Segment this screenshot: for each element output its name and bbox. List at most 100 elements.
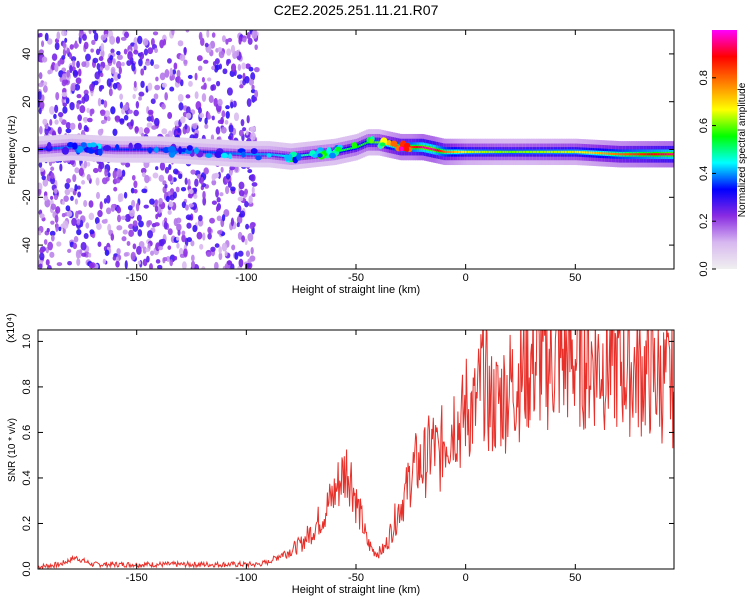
noise-mark [77,191,82,198]
noise-mark [97,128,104,136]
noise-mark [77,122,82,131]
ridge-mark [111,148,115,151]
ridge-blob [403,142,411,148]
noise-mark [92,167,99,174]
noise-mark [200,176,204,185]
noise-mark [230,217,235,227]
ridge-mark [567,150,571,153]
ridge-mark [376,141,379,144]
noise-mark [229,170,233,176]
noise-mark [194,178,199,187]
noise-mark [80,241,87,251]
noise-mark [43,81,48,86]
noise-mark [244,188,249,195]
noise-mark [239,84,244,89]
noise-mark [198,106,202,115]
noise-mark [138,96,142,101]
spectrogram-panel: -150 -100 -50 0 50 -40 -20 0 20 40 Height of str… [7,29,675,296]
noise-mark [194,91,199,100]
noise-mark [252,126,257,131]
noise-mark [97,97,102,107]
noise-mark [76,102,80,110]
noise-mark [114,115,121,121]
ridge-mark [457,150,460,153]
noise-mark [115,260,120,268]
noise-mark [246,31,251,40]
noise-mark [218,252,223,261]
colorbar-tick-label: 0.0 [698,261,710,276]
ridge-mark [490,150,494,153]
noise-mark [110,233,115,241]
noise-mark [219,192,224,197]
ridge-mark [59,146,62,150]
ridge-mark [176,149,179,152]
ridge-mark [659,153,662,156]
ridge-mark [587,151,590,154]
ridge-mark [641,153,644,156]
noise-mark [83,160,88,169]
ridge-mark [462,150,465,153]
colorbar-label: Normalized spectral amplitude [737,82,748,217]
noise-mark [150,98,156,105]
noise-mark [57,111,64,118]
ridge-mark [373,141,376,144]
noise-mark [167,174,173,182]
noise-mark [61,212,66,218]
noise-mark [251,186,255,195]
ridge-mark [366,141,369,144]
ridge-mark [545,150,548,153]
ridge-mark [146,148,150,151]
noise-mark [188,203,195,208]
noise-mark [150,38,155,46]
ridge-mark [546,150,550,153]
noise-mark [39,213,45,219]
noise-mark [120,215,126,221]
noise-mark [176,75,181,84]
noise-mark [250,89,256,94]
ridge-blob [287,153,293,161]
y-tick-label: 40 [21,48,33,60]
noise-mark [151,125,157,130]
ridge-blob [178,146,183,155]
noise-mark [245,223,250,230]
ridge-mark [302,154,306,157]
noise-mark [112,58,116,65]
noise-mark [132,220,138,227]
noise-mark [233,112,240,122]
ridge-mark [343,148,346,151]
noise-mark [155,166,159,171]
ridge-mark [669,153,672,156]
noise-mark [112,170,118,179]
ridge-blob [89,142,97,148]
noise-mark [57,126,62,135]
noise-mark [39,248,45,254]
noise-mark [181,261,187,269]
ridge-mark [581,151,585,154]
noise-mark [66,211,73,217]
noise-mark [230,186,236,192]
ridge-blob [379,142,386,147]
noise-mark [112,82,118,90]
noise-mark [55,222,59,232]
ridge-mark [576,150,579,154]
noise-mark [127,205,133,211]
noise-mark [185,94,191,99]
noise-mark [70,195,74,201]
noise-mark [38,182,43,192]
ridge-mark [116,148,120,151]
ridge-mark [134,148,137,151]
ridge-mark [494,150,497,153]
noise-mark [225,185,230,195]
noise-mark [106,194,111,204]
noise-mark [234,251,239,260]
noise-mark [61,200,65,205]
ridge-mark [481,150,485,153]
ridge-mark [480,150,483,153]
ridge-mark [132,148,136,151]
noise-mark [172,168,179,175]
ridge-blob [128,142,133,150]
noise-mark [63,195,69,202]
noise-mark [230,263,235,269]
y-tick-label: 0.2 [21,516,33,531]
ridge-mark [532,150,536,153]
